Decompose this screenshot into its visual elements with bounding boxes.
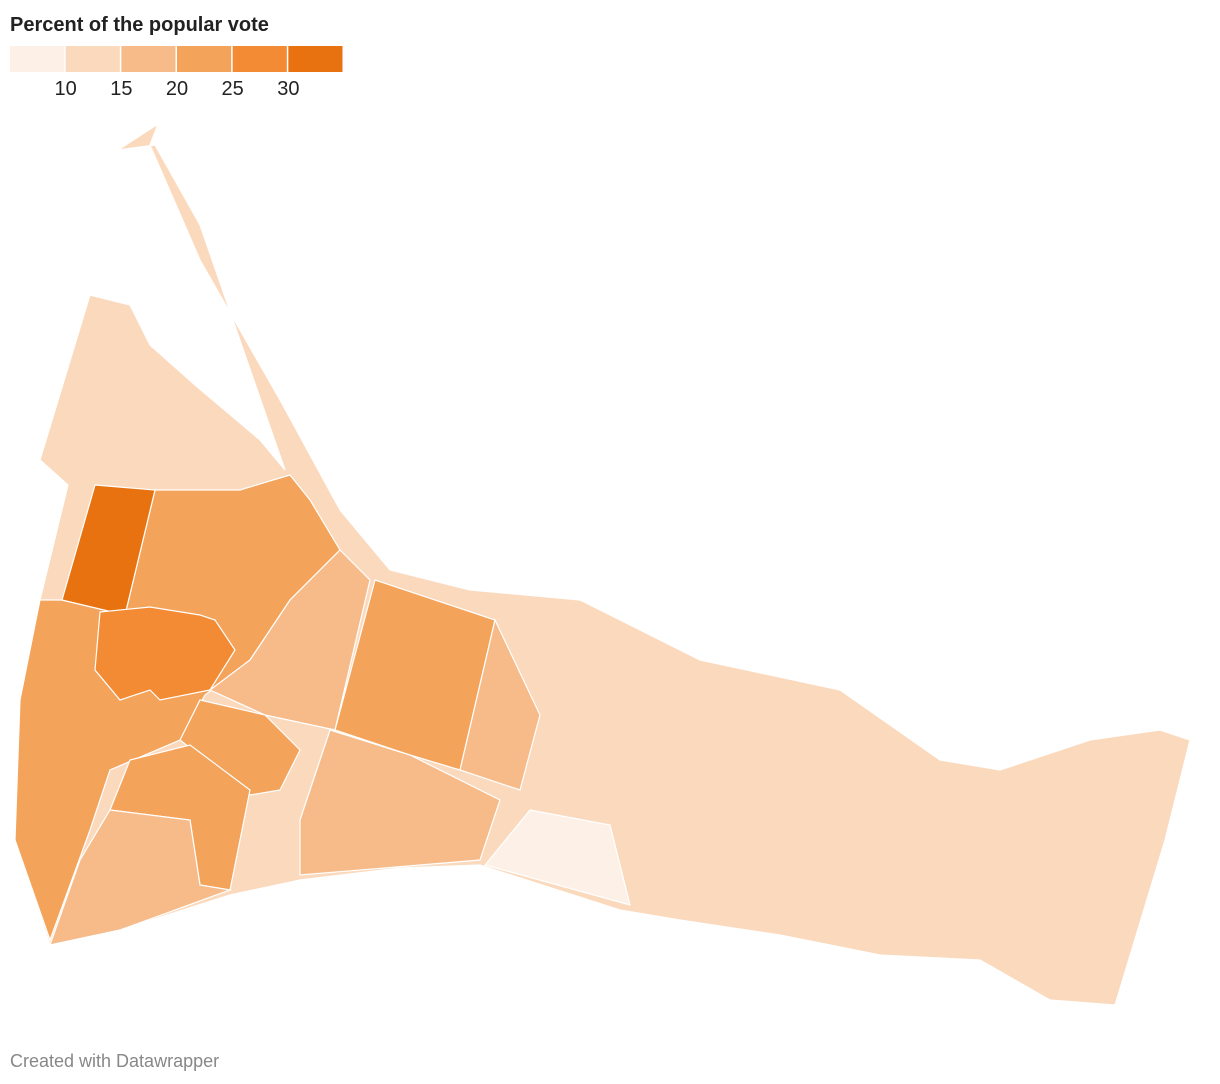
region <box>208 549 371 731</box>
region <box>49 809 233 946</box>
legend-title: Percent of the popular vote <box>10 14 269 36</box>
legend-tick-label: 25 <box>222 78 244 100</box>
footer: Created with Datawrapper <box>10 1051 219 1071</box>
map <box>14 122 1191 1006</box>
legend-tick-label: 30 <box>277 78 299 100</box>
region <box>14 122 1191 1006</box>
legend-swatch <box>288 46 343 72</box>
legend-swatch <box>10 46 65 72</box>
legend-tick-label: 10 <box>55 78 77 100</box>
legend-tick-label: 20 <box>166 78 188 100</box>
region <box>334 579 496 771</box>
legend-swatch <box>65 46 120 72</box>
legend: 10 15 20 25 30 <box>10 46 343 100</box>
region <box>483 809 631 906</box>
region <box>459 618 541 791</box>
legend-swatch <box>177 46 232 72</box>
legend-tick-label: 15 <box>110 78 132 100</box>
region <box>299 729 501 876</box>
legend-swatch <box>121 46 176 72</box>
region <box>179 699 301 796</box>
legend-swatch <box>232 46 287 72</box>
